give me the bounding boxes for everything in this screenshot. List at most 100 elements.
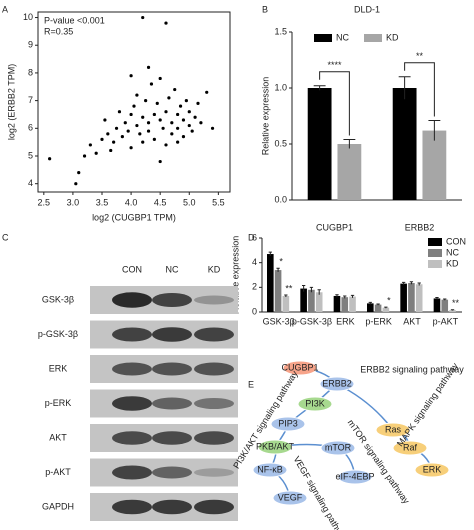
point — [123, 121, 127, 125]
point — [48, 157, 52, 161]
blot-band — [194, 295, 234, 305]
y-axis-label: Relative expression — [230, 236, 240, 315]
point — [106, 132, 110, 136]
y-tick-label: 4 — [252, 257, 257, 267]
panel-label: D — [248, 232, 255, 242]
panel-label: B — [262, 4, 268, 14]
bar — [400, 283, 407, 312]
bar — [374, 304, 382, 312]
y-tick-label: 7 — [28, 95, 33, 105]
point — [129, 146, 133, 150]
pathway-node-label: CUGBP1 — [281, 362, 318, 372]
pathway-node-label: NF-κB — [257, 464, 283, 474]
point — [193, 115, 197, 119]
blot-row-label: ERK — [49, 363, 68, 373]
point — [152, 137, 156, 141]
x-tick-label: 4.5 — [154, 197, 167, 207]
point — [184, 99, 188, 103]
pathway-node — [337, 469, 373, 485]
blot-row-label: GAPDH — [42, 501, 74, 511]
pathway-node — [414, 462, 450, 478]
blot-row-label: p-ERK — [45, 398, 72, 408]
bar — [367, 303, 374, 312]
x-tick-label: GSK-3β — [263, 316, 295, 326]
point — [152, 112, 156, 117]
pathway-node — [272, 490, 308, 506]
point — [146, 121, 151, 125]
blot-band — [112, 396, 152, 411]
pathway-node-label: eIF-4EBP — [335, 471, 374, 481]
point — [114, 126, 119, 130]
panel-label: C — [2, 232, 9, 242]
pathway-node — [270, 416, 306, 432]
legend-label: KD — [386, 32, 399, 42]
blot-band — [194, 362, 234, 376]
pathway-node — [252, 462, 288, 478]
plot-frame — [37, 11, 231, 193]
point — [158, 159, 162, 164]
error-bar — [284, 294, 288, 297]
x-tick-label: p-ERK — [365, 316, 392, 326]
point — [190, 129, 194, 133]
x-tick-label: 4.0 — [125, 197, 138, 207]
error-bar — [350, 294, 355, 298]
error-bar — [368, 301, 372, 305]
significance: ** — [452, 298, 460, 308]
point — [88, 143, 92, 147]
point — [77, 171, 81, 175]
y-tick-label: 5 — [28, 150, 33, 160]
pathway-edge — [336, 383, 394, 431]
bar — [274, 270, 282, 312]
legend-swatch — [428, 238, 442, 246]
point — [82, 154, 87, 158]
bar — [415, 284, 423, 312]
bar — [337, 144, 362, 200]
significance: * — [387, 295, 391, 305]
error-bar — [384, 306, 388, 309]
point — [164, 110, 168, 114]
pathway-node-label: Raf — [403, 442, 418, 452]
pathway-node-label: ERK — [423, 464, 442, 474]
y-tick-label: 6 — [252, 232, 257, 242]
bar — [282, 295, 290, 312]
legend-label: NC — [336, 32, 349, 42]
error-bar — [276, 267, 280, 272]
blot-row-label: AKT — [49, 432, 67, 442]
point — [135, 93, 139, 97]
error-bar — [376, 303, 380, 306]
significance: ** — [416, 51, 424, 61]
legend-label: CON — [446, 236, 466, 246]
blot-band — [194, 327, 234, 342]
point — [141, 15, 145, 20]
blot-band — [112, 499, 152, 515]
error-bar — [443, 298, 447, 301]
point — [132, 104, 136, 108]
point — [94, 151, 98, 155]
blot-band — [152, 362, 192, 376]
point — [161, 126, 165, 130]
x-tick-label: 5.5 — [212, 197, 225, 207]
x-tick-label: 2.5 — [38, 197, 51, 207]
point — [196, 101, 200, 105]
y-tick-label: 4 — [28, 178, 33, 188]
pathway-node — [257, 439, 293, 455]
legend-swatch — [314, 34, 332, 42]
blot-column-label: CON — [122, 264, 142, 274]
y-tick-label: 0.0 — [274, 194, 287, 204]
y-tick-label: 8 — [28, 67, 33, 77]
point — [187, 123, 191, 128]
bar — [300, 288, 307, 312]
pathway-node-label: PIP3 — [278, 418, 298, 428]
pathway-node — [375, 422, 411, 438]
point — [149, 82, 154, 86]
bar — [433, 298, 441, 312]
pathway-node — [282, 360, 318, 376]
error-bar — [309, 286, 314, 293]
pathway-node — [392, 440, 428, 456]
bar — [307, 88, 332, 200]
blot-band — [112, 431, 152, 445]
point — [181, 118, 186, 122]
blot-column-label: NC — [166, 264, 179, 274]
blot-band — [152, 466, 192, 479]
